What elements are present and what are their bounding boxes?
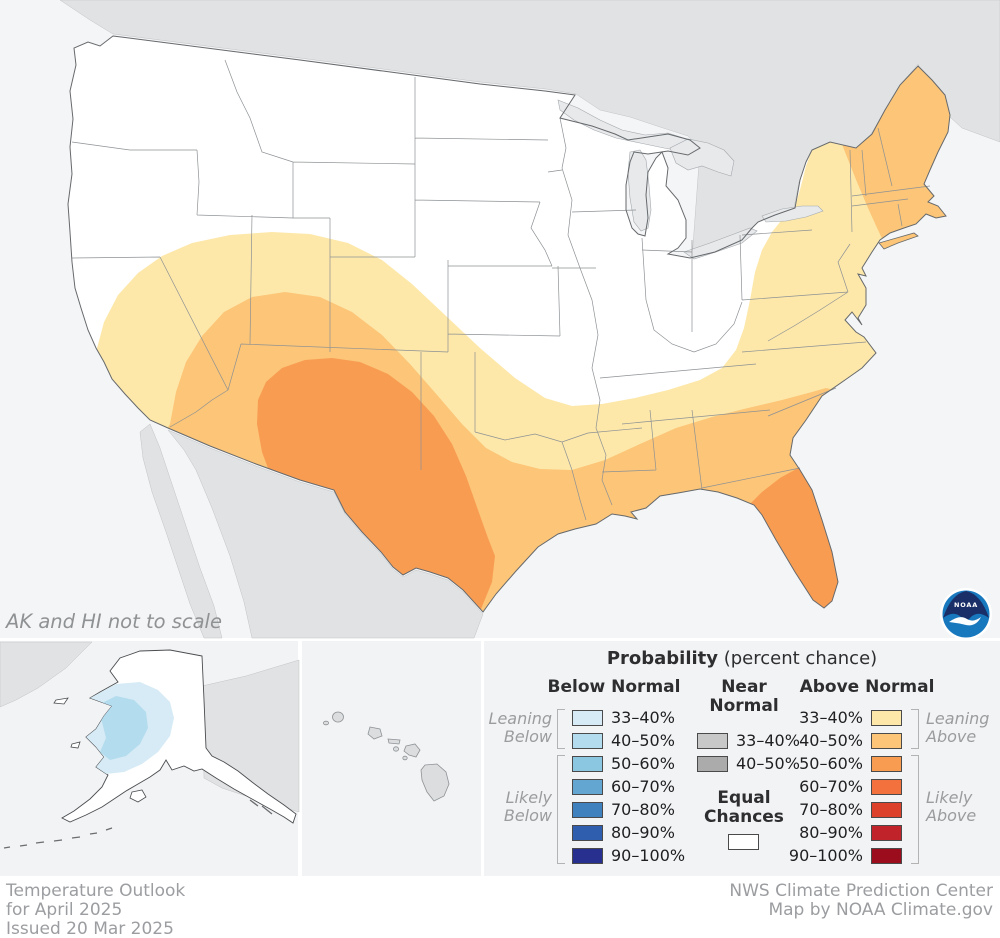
legend-row-above-50-60: 50–60% [767,754,902,773]
near-normal-header: Near Normal [709,677,779,716]
lake-erie [683,227,758,260]
equal-chances-swatch [728,834,759,850]
noaa-logo-sky [943,591,989,621]
legend-row-below-33-40: 33–40% [572,708,675,727]
island-kahoolawe [402,755,408,761]
equal-chances-label: Equal Chances [704,788,784,827]
footer-map-credit-line: Map by NOAA Climate.gov [768,900,993,920]
footer-credit-block: NWS Climate Prediction Center Map by NOA… [729,882,993,920]
footer-source-line: NWS Climate Prediction Center [729,881,993,901]
below-90-100-swatch [572,847,603,864]
island-st-lawrence [53,697,69,705]
island-lanai [392,746,399,752]
long-island [878,232,919,250]
conus-ak-hi-map: AK and HI not to scale NOAA [0,0,1000,876]
great-lakes [557,99,824,260]
lake-ontario [761,205,824,223]
below-33-40-swatch [572,709,603,726]
legend-row-below-50-60: 50–60% [572,754,675,773]
band-above-50-60-southwest [257,358,495,612]
legend-row-above-70-80: 70–80% [767,800,902,819]
island-niihau [322,720,329,726]
island-kauai [332,711,344,723]
island-maui [403,743,421,758]
below-80-90-swatch [572,824,603,841]
noaa-logo-gull-icon [949,617,981,626]
footer-issued-line: Issued 20 Mar 2025 [6,919,174,938]
likely-below-caption: Likely Below [503,788,552,825]
alaska-below-normal-bands [86,682,174,774]
leaning-above-caption: Leaning Above [926,709,990,746]
legend-row-below-80-90: 80–90% [572,823,675,842]
noaa-logo-text: NOAA [954,601,978,609]
footer: Temperature Outlook for April 2025 Issue… [0,879,1000,938]
lake-huron [669,138,735,177]
russia-landmass [0,641,93,708]
aleutian-islands [3,799,273,849]
below-70-80-swatch [572,801,603,818]
above-normal-header: Above Normal [799,677,935,697]
near-33-40-swatch [697,732,728,749]
mexico-landmass [167,429,484,639]
legend-row-above-90-100: 90–100% [767,846,902,865]
leaning-below-caption: Leaning Below [488,709,552,746]
legend-row-above-60-70: 60–70% [767,777,902,796]
below-40-50-swatch [572,732,603,749]
us-national-border [67,35,951,613]
legend-row-below-70-80: 70–80% [572,800,675,819]
alaska-inset [0,641,300,876]
legend-row-below-40-50: 40–50% [572,731,675,750]
legend-row-above-80-90: 80–90% [767,823,902,842]
footer-title-line: Temperature Outlook [6,881,186,901]
legend-row-near-33-40: 33–40% [697,731,800,750]
above-50-60-swatch [871,755,902,772]
above-60-70-swatch [871,778,902,795]
near-40-50-swatch [697,755,728,772]
island-kodiak [129,789,147,803]
likely-above-bracket [911,755,919,864]
island-nunivak [70,741,81,749]
hawaii-panel [302,641,481,876]
above-70-80-swatch [871,801,902,818]
island-molokai [387,738,401,745]
island-hawaii [420,763,450,802]
state-borders [71,59,931,521]
legend-panel: Probability (percent chance) Below Norma… [484,641,1000,876]
legend-row-below-90-100: 90–100% [572,846,685,865]
leaning-above-bracket [911,709,919,749]
legend-row-below-60-70: 60–70% [572,777,675,796]
legend-row-above-40-50: 40–50% [767,731,902,750]
above-40-50-swatch [871,732,902,749]
above-80-90-swatch [871,824,902,841]
scale-note: AK and HI not to scale [4,610,222,633]
ak-band-below-40-50 [96,696,148,760]
footer-period-line: for April 2025 [6,900,123,920]
baja-peninsula [139,423,223,639]
island-oahu [367,726,383,740]
likely-above-caption: Likely Above [926,788,977,825]
hawaii-inset [302,641,481,876]
legend-row-above-33-40: 33–40% [767,708,902,727]
alaska-islands [53,697,147,803]
above-33-40-swatch [871,709,902,726]
above-90-100-swatch [871,847,902,864]
legend-row-near-40-50: 40–50% [697,754,800,773]
below-60-70-swatch [572,778,603,795]
likely-below-bracket [557,755,565,864]
below-normal-header: Below Normal [547,677,681,697]
lake-michigan [627,149,652,232]
below-50-60-swatch [572,755,603,772]
legend-title: Probability (percent chance) [606,648,878,669]
noaa-logo: NOAA [940,588,992,640]
footer-title-block: Temperature Outlook for April 2025 Issue… [6,882,185,938]
leaning-below-bracket [557,709,565,749]
